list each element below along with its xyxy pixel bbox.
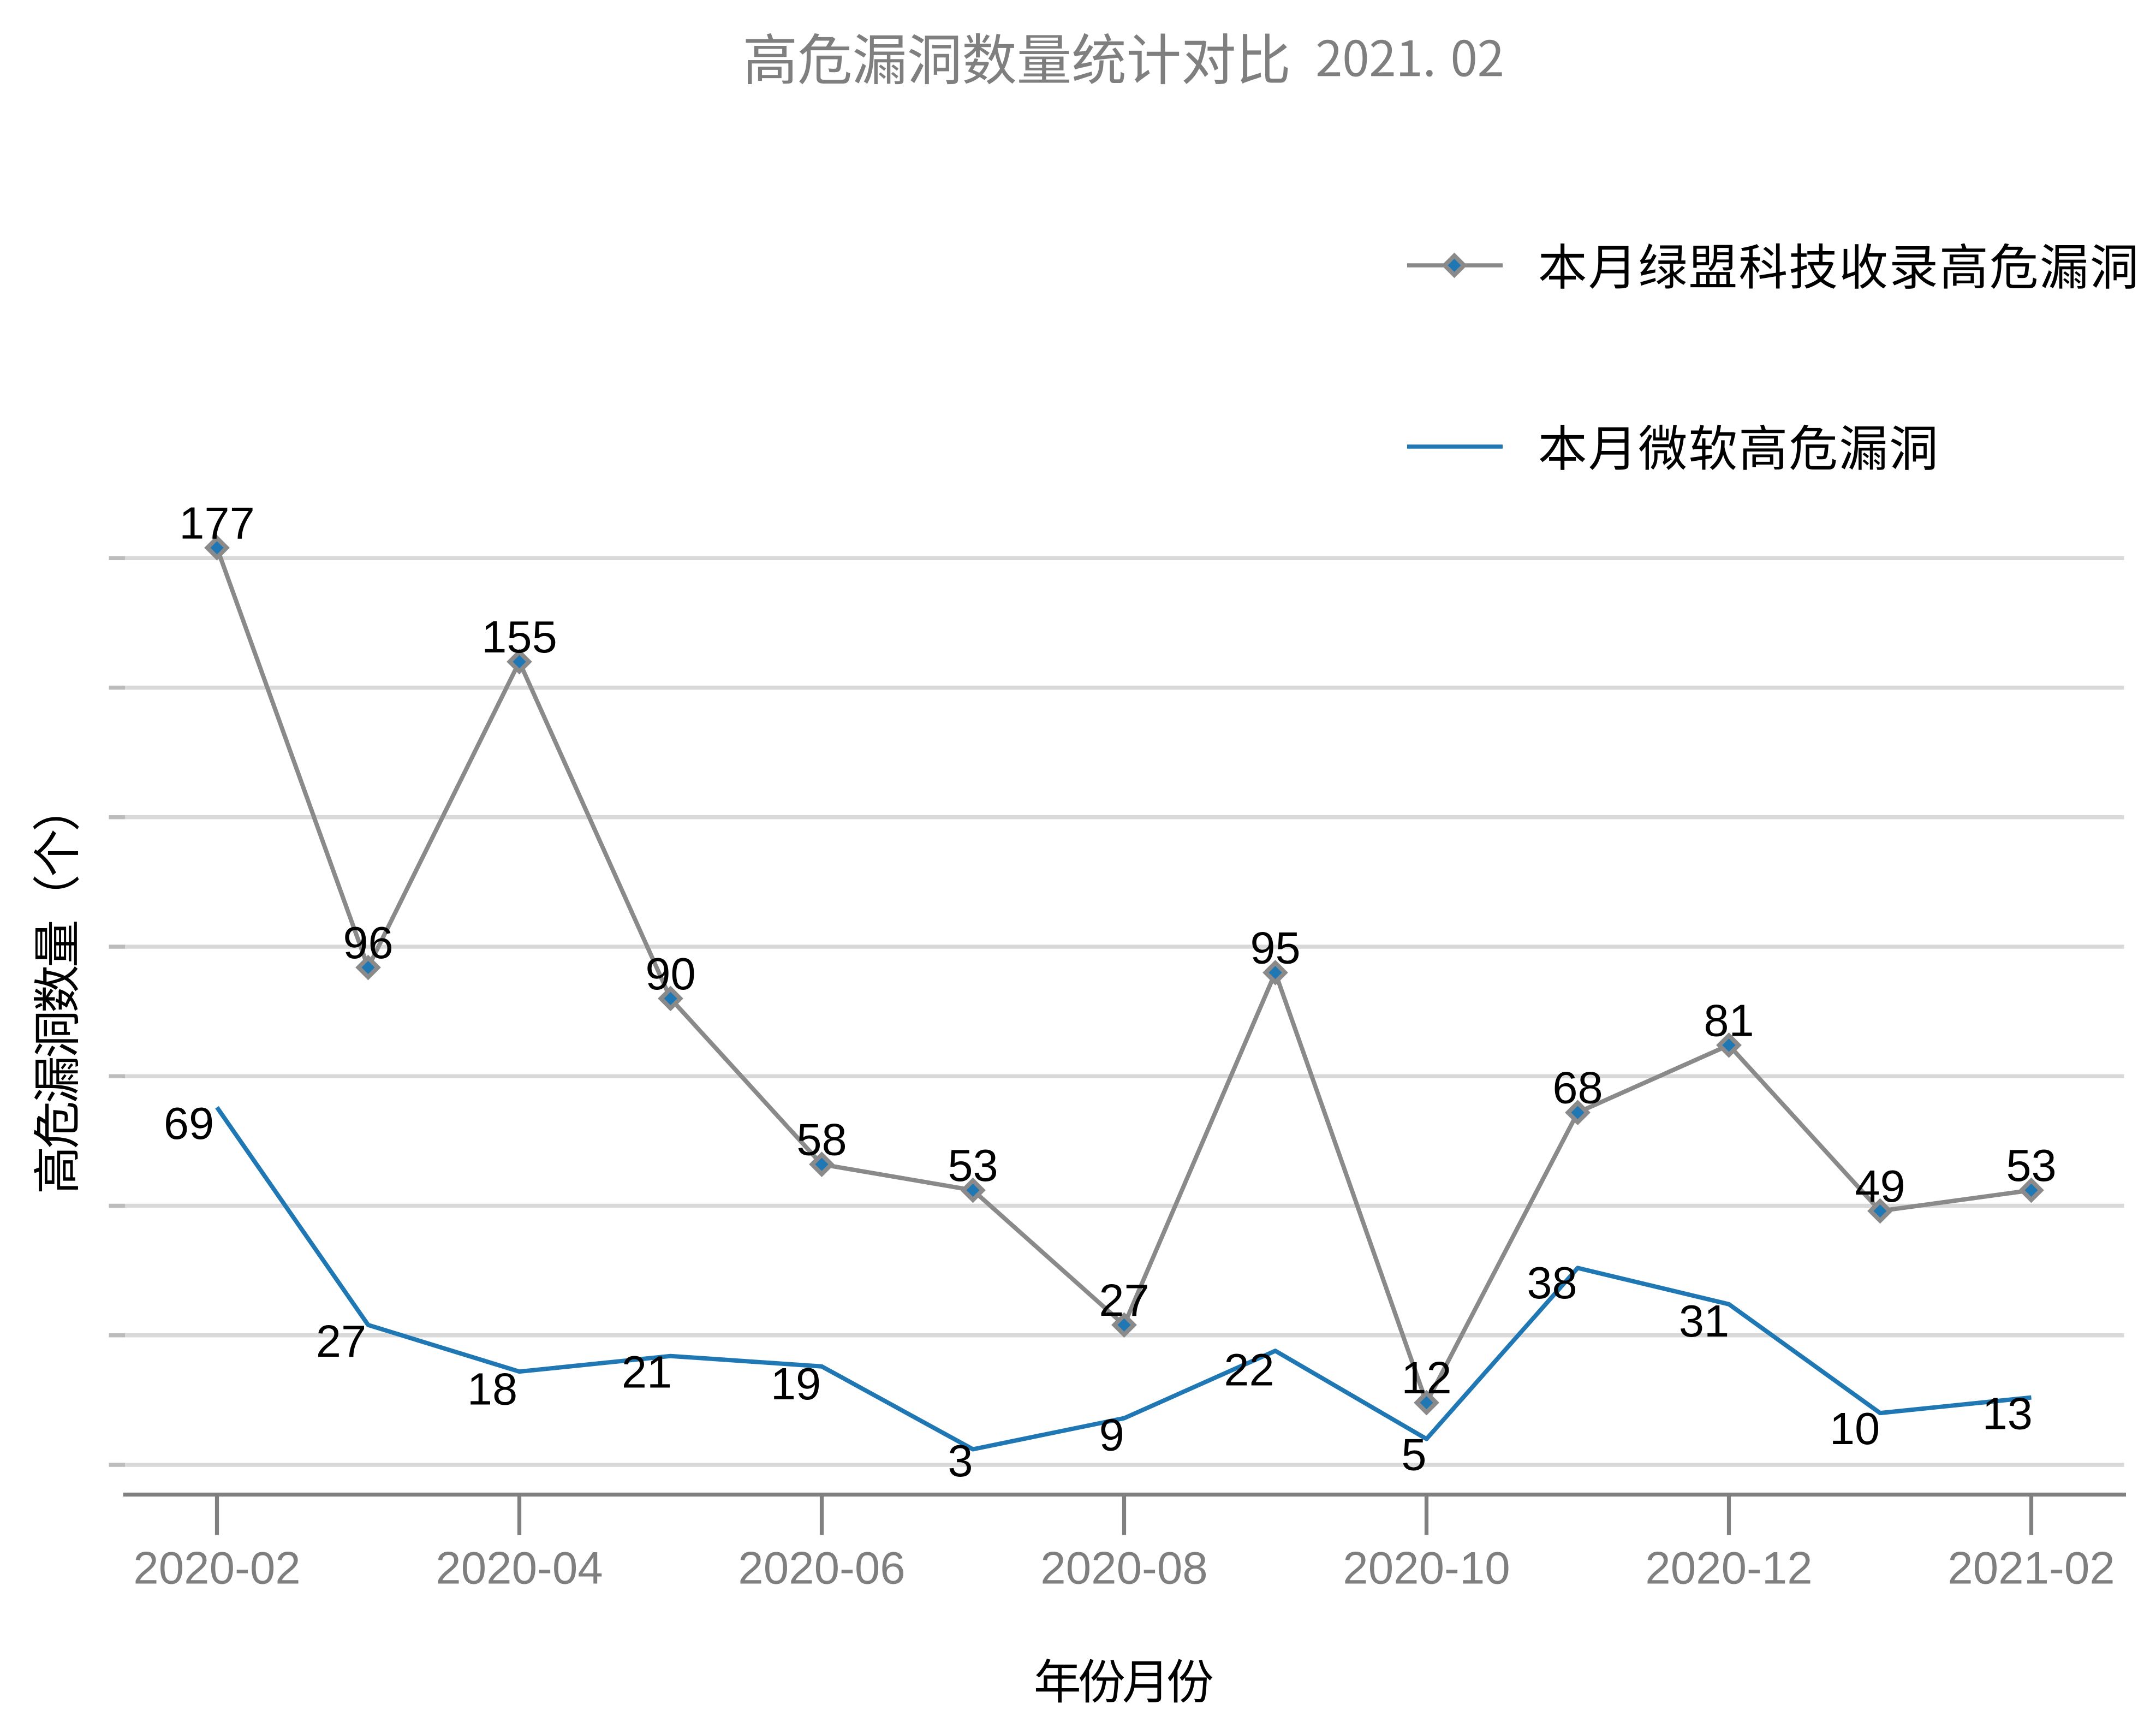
svg-text:2020-04: 2020-04 (436, 1542, 603, 1594)
svg-text:2021-02: 2021-02 (1947, 1542, 2115, 1594)
svg-text:96: 96 (343, 917, 393, 968)
svg-text:10: 10 (1830, 1403, 1880, 1454)
svg-text:13: 13 (1982, 1388, 2033, 1439)
svg-text:9: 9 (1099, 1409, 1124, 1460)
svg-text:38: 38 (1527, 1257, 1577, 1308)
svg-text:2020-02: 2020-02 (133, 1542, 300, 1594)
svg-text:31: 31 (1679, 1296, 1729, 1346)
svg-text:155: 155 (481, 611, 557, 662)
svg-text:53: 53 (2006, 1140, 2056, 1191)
svg-text:2020-12: 2020-12 (1645, 1542, 1812, 1594)
svg-text:12: 12 (1401, 1352, 1451, 1403)
svg-text:3: 3 (948, 1435, 973, 1486)
svg-text:95: 95 (1250, 922, 1300, 973)
svg-text:177: 177 (179, 497, 254, 548)
svg-text:49: 49 (1855, 1161, 1905, 1212)
svg-text:21: 21 (622, 1346, 672, 1397)
svg-text:68: 68 (1552, 1062, 1603, 1113)
svg-text:58: 58 (796, 1114, 847, 1165)
svg-text:2020-10: 2020-10 (1343, 1542, 1510, 1594)
svg-text:53: 53 (948, 1140, 998, 1191)
svg-text:27: 27 (316, 1316, 366, 1367)
svg-text:2020-08: 2020-08 (1040, 1542, 1207, 1594)
svg-text:69: 69 (164, 1098, 214, 1149)
svg-text:19: 19 (771, 1358, 821, 1409)
svg-text:90: 90 (645, 948, 695, 999)
svg-text:18: 18 (467, 1364, 517, 1415)
svg-text:81: 81 (1704, 995, 1754, 1046)
svg-text:2020-06: 2020-06 (738, 1542, 905, 1594)
svg-text:5: 5 (1401, 1429, 1426, 1480)
svg-text:27: 27 (1099, 1275, 1149, 1326)
svg-text:22: 22 (1224, 1345, 1274, 1395)
